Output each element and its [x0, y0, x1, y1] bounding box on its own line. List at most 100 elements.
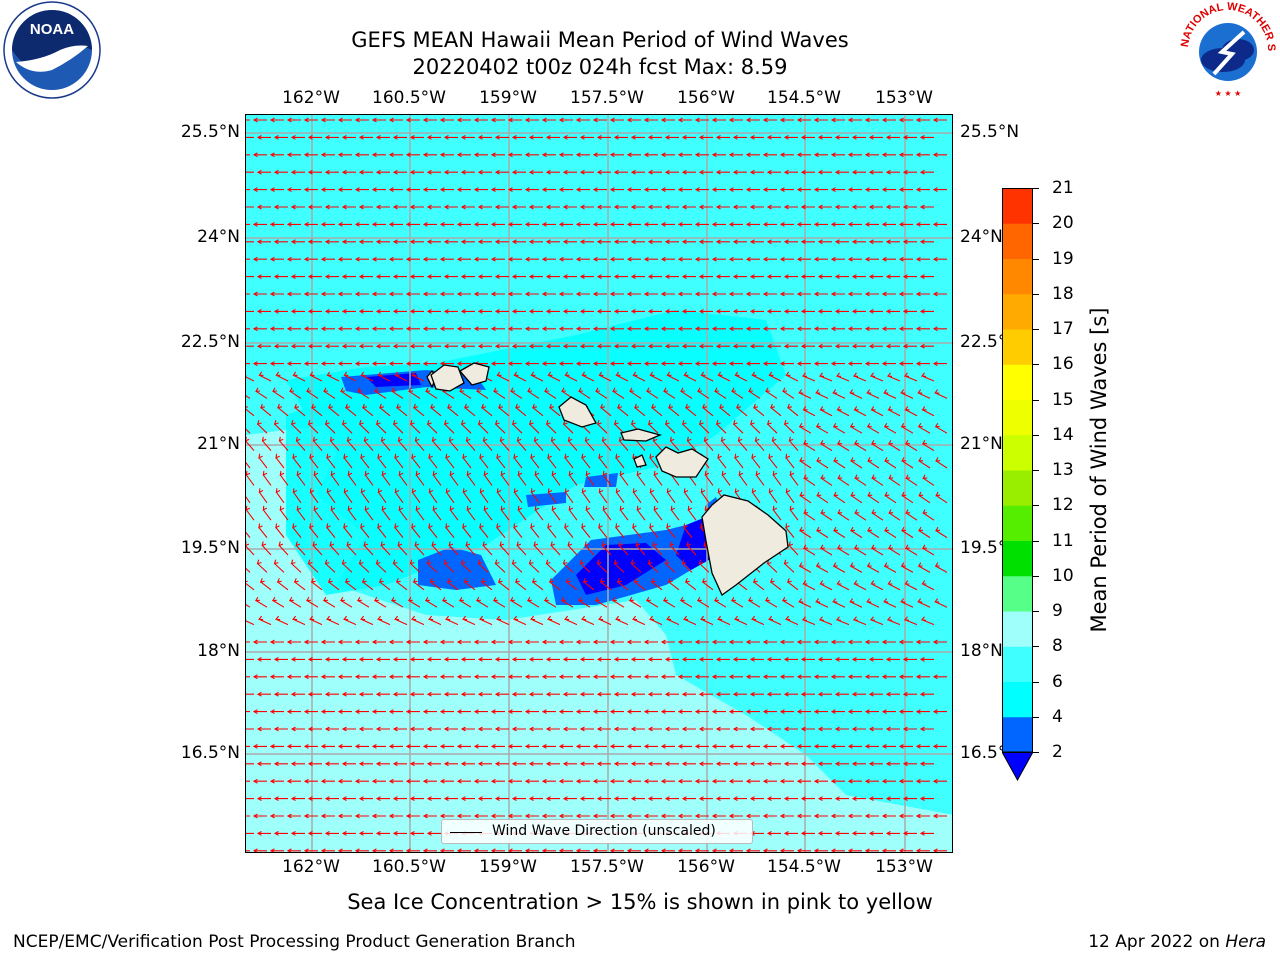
wind-wave-arrow [881, 222, 896, 227]
colorbar-segment [1002, 258, 1033, 295]
wind-wave-arrow [834, 274, 849, 279]
wind-wave-arrow [426, 657, 441, 662]
wind-wave-arrow [898, 256, 913, 262]
wind-wave-arrow [832, 562, 846, 573]
wind-wave-arrow [388, 778, 403, 784]
wind-wave-arrow [290, 761, 305, 767]
wind-wave-arrow [728, 813, 743, 819]
wind-wave-arrow [526, 596, 540, 608]
wind-wave-arrow [660, 222, 675, 227]
wind-wave-arrow [560, 596, 574, 608]
wind-wave-arrow [358, 204, 373, 210]
wind-wave-arrow [871, 474, 884, 486]
wind-wave-arrow [477, 135, 492, 140]
wind-wave-arrow [246, 658, 254, 660]
wind-wave-arrow [371, 709, 386, 714]
wind-wave-arrow [498, 403, 510, 417]
wind-wave-arrow [388, 187, 403, 192]
wind-wave-arrow [615, 488, 625, 504]
wind-wave-arrow [541, 222, 556, 227]
wind-wave-arrow [405, 117, 420, 123]
wind-wave-arrow [290, 831, 305, 836]
wind-wave-arrow [545, 761, 560, 767]
wind-wave-arrow [596, 761, 611, 767]
wind-wave-arrow [766, 309, 781, 314]
wind-wave-arrow [902, 726, 917, 732]
wind-wave-arrow [477, 169, 492, 175]
wind-wave-arrow [915, 709, 930, 714]
wind-wave-arrow [358, 831, 373, 836]
wind-wave-arrow [783, 204, 798, 210]
wind-wave-arrow [728, 361, 743, 366]
wind-wave-arrow [494, 204, 509, 210]
wind-wave-arrow [337, 256, 352, 262]
wind-wave-arrow [830, 709, 845, 714]
wind-wave-arrow [354, 326, 369, 332]
wind-wave-arrow [902, 657, 917, 662]
wind-wave-arrow [745, 222, 760, 227]
wind-wave-arrow [584, 436, 595, 451]
wind-wave-arrow [405, 674, 420, 680]
wind-wave-arrow [482, 541, 493, 556]
wind-wave-arrow [647, 169, 662, 175]
wind-wave-arrow [564, 615, 578, 626]
wind-wave-arrow [324, 343, 339, 349]
wind-wave-arrow [269, 222, 284, 227]
wind-wave-arrow [409, 169, 424, 175]
wind-wave-arrow [677, 222, 692, 227]
wind-wave-arrow [290, 169, 305, 175]
wind-wave-arrow [307, 761, 322, 767]
wind-wave-arrow [256, 239, 271, 245]
wind-wave-arrow [465, 436, 476, 451]
wind-wave-arrow [422, 222, 437, 227]
wind-wave-arrow [341, 135, 356, 140]
wind-wave-arrow [473, 813, 488, 819]
wind-wave-arrow [866, 423, 880, 434]
wind-wave-arrow [330, 505, 340, 521]
wind-wave-arrow [473, 222, 488, 227]
wind-wave-arrow [835, 616, 850, 626]
wind-wave-arrow [613, 761, 628, 767]
wind-wave-arrow [653, 505, 663, 521]
wind-wave-arrow [579, 726, 594, 732]
wind-wave-arrow [596, 169, 611, 175]
wind-wave-arrow [677, 361, 692, 366]
wind-wave-arrow [395, 578, 408, 591]
wind-wave-arrow [613, 796, 628, 801]
wind-wave-arrow [516, 436, 527, 451]
wind-wave-arrow [935, 526, 948, 539]
wind-wave-arrow [341, 559, 353, 573]
wind-wave-arrow [254, 596, 268, 608]
wind-wave-arrow [477, 204, 492, 210]
wind-wave-arrow [324, 831, 339, 836]
wind-wave-arrow [649, 453, 659, 469]
colorbar-segment [1002, 646, 1033, 682]
wind-wave-arrow [511, 274, 526, 279]
wind-wave-arrow [269, 674, 284, 680]
bottom-lon-label: 156°W [677, 857, 735, 877]
wind-wave-arrow [902, 761, 917, 767]
wind-wave-arrow [320, 291, 335, 297]
wind-wave-arrow [664, 309, 679, 314]
wind-wave-arrow [329, 541, 340, 556]
wind-wave-arrow [558, 674, 573, 680]
wind-wave-arrow [246, 505, 255, 521]
wind-wave-arrow [816, 457, 829, 469]
wind-wave-arrow [578, 387, 591, 399]
wind-wave-arrow [619, 470, 629, 486]
wind-wave-arrow [694, 117, 709, 123]
wind-wave-arrow [464, 403, 476, 417]
wind-wave-arrow [411, 488, 421, 504]
wind-wave-arrow [558, 361, 573, 366]
wind-wave-arrow [516, 541, 527, 556]
wind-wave-arrow [375, 559, 387, 573]
wind-wave-arrow [779, 813, 794, 819]
wind-wave-arrow [783, 239, 798, 245]
wind-wave-arrow [800, 657, 815, 662]
wind-wave-arrow [289, 387, 302, 399]
wind-wave-arrow [362, 403, 374, 417]
wind-wave-arrow [358, 796, 373, 801]
wind-wave-arrow [884, 526, 897, 539]
wind-wave-arrow [769, 578, 782, 591]
wind-wave-arrow [388, 361, 403, 366]
